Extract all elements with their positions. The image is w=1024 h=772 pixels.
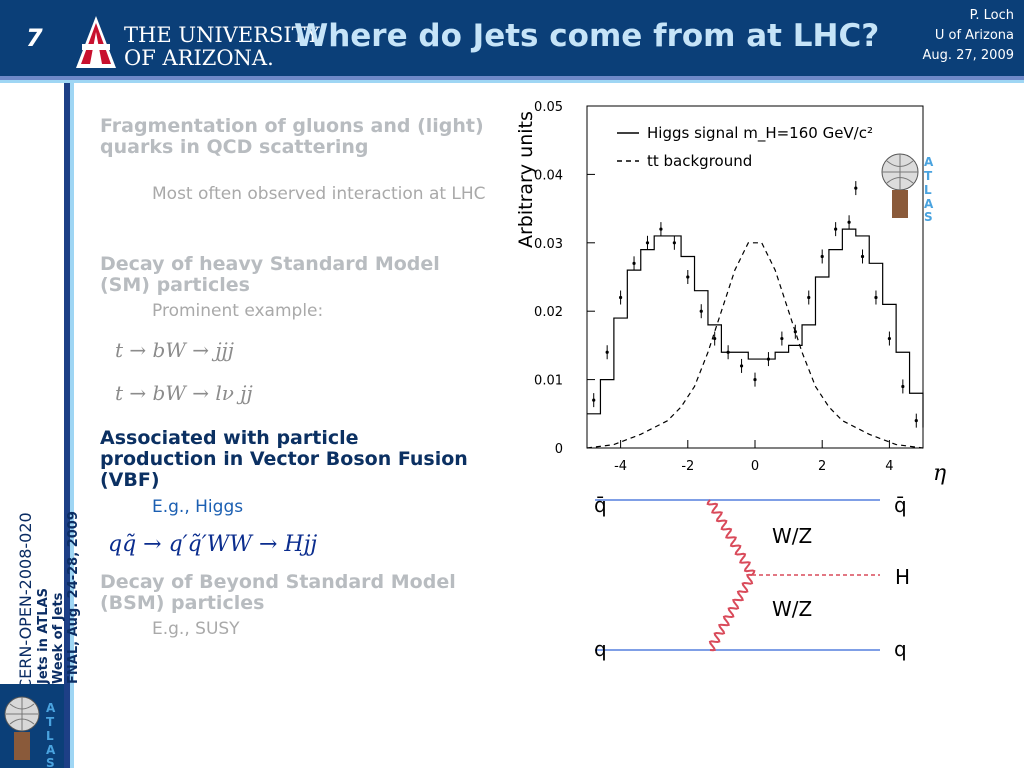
eta-distribution-chart: -4 -2 0 2 4 0 0.01 0.02 0.03 0.04 0.05 Higgs signal… xyxy=(515,100,946,486)
university-line1: THE UNIVERSITY xyxy=(124,23,320,47)
legend-higgs: Higgs signal m_H=160 GeV/c² xyxy=(647,124,873,143)
data-point xyxy=(820,254,824,259)
data-point xyxy=(645,241,650,245)
svg-text:T: T xyxy=(46,715,55,729)
x-tick-label: 0 xyxy=(751,459,759,474)
presentation-date: Aug. 27, 2009 xyxy=(922,48,1014,63)
bullet-sm-title: Decay of heavy Standard Model (SM) parti… xyxy=(100,253,440,296)
q-left-label: q xyxy=(594,637,607,661)
svg-text:T: T xyxy=(924,169,933,183)
header-divider xyxy=(0,76,1024,80)
y-tick-label: 0.02 xyxy=(534,305,563,320)
slide-number: 7 xyxy=(26,24,43,52)
bullet-bsm-sub: E.g., SUSY xyxy=(152,619,240,639)
bullet-vbf-sub: E.g., Higgs xyxy=(152,497,244,517)
data-point xyxy=(605,350,609,354)
svg-text:L: L xyxy=(924,183,932,197)
sidebar-text: Jets in ATLAS Week of Jets FNAL, Aug. 24… xyxy=(36,511,81,684)
data-point xyxy=(914,419,918,423)
q-bar-left-label: q̄ xyxy=(594,493,607,517)
data-point xyxy=(847,220,851,224)
svg-text:A: A xyxy=(924,155,934,169)
boson-line-top xyxy=(706,499,756,576)
data-point xyxy=(854,186,858,190)
series-line-1 xyxy=(586,242,924,449)
boson-line-bottom xyxy=(708,573,754,652)
bullet-qcd-title: Fragmentation of gluons and (light) quar… xyxy=(100,115,484,158)
plot-frame xyxy=(586,105,924,449)
x-tick-label: -2 xyxy=(681,459,694,474)
svg-text:A: A xyxy=(46,701,56,715)
wz-bottom-label: W/Z xyxy=(772,597,812,621)
data-point xyxy=(793,330,797,334)
data-point xyxy=(699,309,703,313)
y-axis-label: Arbitrary units xyxy=(515,111,537,248)
author-affiliation: U of Arizona xyxy=(934,28,1014,43)
sidebar-line1: Jets in ATLAS xyxy=(36,588,51,684)
sidebar-bar xyxy=(64,83,70,768)
atlas-icon: A T L A S xyxy=(4,696,56,770)
university-logo-icon xyxy=(76,16,116,68)
university-name: THE UNIVERSITY OF ARIZONA. xyxy=(124,24,320,70)
wz-top-label: W/Z xyxy=(772,524,812,548)
data-point xyxy=(632,261,636,265)
y-tick-label: 0.01 xyxy=(534,374,563,389)
header-bar xyxy=(0,0,1024,76)
x-tick-label: 2 xyxy=(818,459,826,474)
data-point xyxy=(753,378,757,382)
q-right-label: q xyxy=(894,637,907,661)
svg-text:S: S xyxy=(924,210,933,222)
data-point xyxy=(874,295,878,300)
q-bar-right-label: q̄ xyxy=(894,493,907,517)
svg-text:A: A xyxy=(924,197,934,211)
legend-ttbar: tt background xyxy=(647,152,752,170)
equation-top-semileptonic: t → bW → lν jj xyxy=(115,381,253,405)
sidebar-bar-light xyxy=(70,83,74,768)
series-line-0 xyxy=(587,228,924,428)
x-tick-label: 4 xyxy=(885,459,893,474)
data-point xyxy=(659,227,663,231)
higgs-label: H xyxy=(895,565,910,589)
y-tick-label: 0.03 xyxy=(534,237,563,252)
author-name: P. Loch xyxy=(969,8,1014,23)
atlas-logo-icon: A T L A S xyxy=(881,153,934,222)
data-point xyxy=(860,254,865,259)
data-point xyxy=(726,350,730,354)
data-point xyxy=(686,275,690,279)
slide-title: Where do Jets come from at LHC? xyxy=(294,18,880,54)
svg-text:S: S xyxy=(46,756,55,768)
data-point xyxy=(780,336,784,341)
bullet-bsm-title: Decay of Beyond Standard Model (BSM) par… xyxy=(100,571,456,614)
data-point xyxy=(834,227,838,231)
data-point xyxy=(619,295,623,300)
equation-top-hadronic: t → bW → jjj xyxy=(115,338,234,362)
data-point xyxy=(766,357,771,361)
vbf-feynman-diagram: q̄ q̄ q q W/Z W/Z H xyxy=(594,493,910,661)
sidebar-reference: CERN-OPEN-2008-020 xyxy=(16,512,35,690)
data-point xyxy=(672,241,676,245)
svg-text:L: L xyxy=(46,729,54,743)
bullet-qcd-sub: Most often observed interaction at LHC xyxy=(152,184,486,204)
x-tick-label: -4 xyxy=(614,459,627,474)
equation-vbf: qq̃ → q′q̃′WW → Hjj xyxy=(108,532,318,557)
y-tick-label: 0.04 xyxy=(534,168,563,183)
university-line2: OF ARIZONA. xyxy=(124,46,274,70)
x-axis-label: η xyxy=(933,461,946,486)
data-point xyxy=(901,384,905,389)
data-point xyxy=(887,336,891,341)
author-block: P. Loch U of Arizona Aug. 27, 2009 xyxy=(922,6,1014,66)
data-point xyxy=(592,398,596,402)
sidebar-line2: Week of Jets xyxy=(51,592,66,684)
bullet-sm-sub: Prominent example: xyxy=(152,301,324,321)
bullet-vbf-title: Associated with particle production in V… xyxy=(100,427,468,491)
y-tick-label: 0 xyxy=(555,442,563,457)
svg-text:A: A xyxy=(46,743,56,757)
header-divider-light xyxy=(0,80,1024,83)
data-point xyxy=(713,336,717,341)
sidebar-line3: FNAL, Aug. 24-28, 2009 xyxy=(66,511,81,684)
atlas-logo-bottom: A T L A S xyxy=(0,684,64,770)
data-point xyxy=(739,364,744,368)
data-point xyxy=(807,295,811,300)
y-tick-label: 0.05 xyxy=(534,100,563,115)
